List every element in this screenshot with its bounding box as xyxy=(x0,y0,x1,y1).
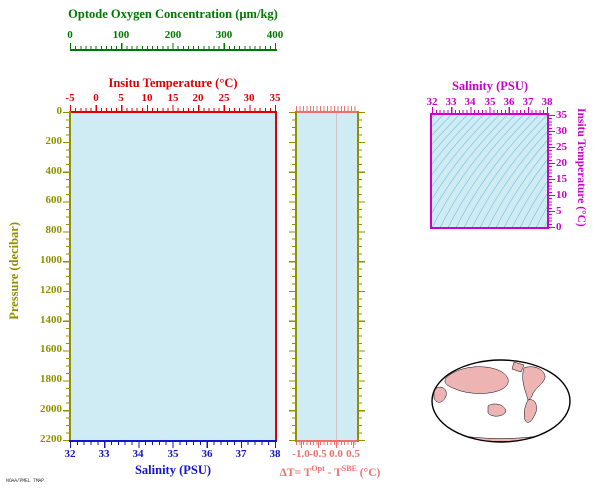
temp-tick-label: 35 xyxy=(269,92,281,104)
ts-right-major-ticks xyxy=(549,115,555,228)
pressure-tick-label: 800 xyxy=(45,224,63,236)
profile-left-border xyxy=(69,111,71,442)
ts-salinity-tick-label: 36 xyxy=(503,96,515,108)
oxygen-axis-line xyxy=(70,49,277,51)
isopycnal-contours xyxy=(432,115,547,227)
ts-salinity-tick-label: 35 xyxy=(484,96,496,108)
ts-temp-tick-label: 10 xyxy=(556,189,567,201)
delta-tick-label: 0.5 xyxy=(346,448,360,460)
temp-minor-ticks xyxy=(70,108,277,111)
pressure-tick-label: 400 xyxy=(45,165,63,177)
ts-temp-tick-label: 20 xyxy=(556,157,567,169)
delta-left-border xyxy=(295,111,297,442)
pressure-tick-label: 1800 xyxy=(40,373,62,385)
pressure-tick-label: 1600 xyxy=(40,343,62,355)
ts-temp-tick-label: 0 xyxy=(556,221,562,233)
ts-top-minor-ticks xyxy=(432,110,548,113)
salinity-tick-label: 36 xyxy=(201,448,213,460)
salinity-tick-label: 32 xyxy=(64,448,76,460)
map-outline xyxy=(431,359,571,443)
ts-right-minor-ticks xyxy=(549,115,552,228)
delta-plot-area xyxy=(296,112,358,440)
delta-tick-label: 0.0 xyxy=(329,448,343,460)
ts-salinity-tick-label: 33 xyxy=(445,96,457,108)
profile-top-border xyxy=(69,111,277,113)
delta-major-tick xyxy=(318,442,320,448)
temp-tick-label: 25 xyxy=(218,92,230,104)
ts-temp-tick-label: 5 xyxy=(556,205,562,217)
pressure-axis-title: Pressure (decibar) xyxy=(7,222,21,320)
salinity-tick-label: 35 xyxy=(167,448,179,460)
world-map-inset xyxy=(431,359,571,443)
salinity-major-ticks xyxy=(70,442,277,448)
ts-temp-tick-label: 25 xyxy=(556,141,567,153)
delta-title-part: - T xyxy=(324,466,342,479)
delta-left-minor-ticks xyxy=(292,112,295,442)
ts-salinity-tick-label: 34 xyxy=(464,96,476,108)
pressure-tick-label: 0 xyxy=(56,105,63,117)
salinity-tick-label: 38 xyxy=(269,448,281,460)
salinity-axis-title: Salinity (PSU) xyxy=(134,463,212,477)
ts-plot-area xyxy=(430,113,549,229)
salinity-tick-label: 34 xyxy=(132,448,144,460)
delta-major-tick xyxy=(353,442,355,448)
delta-top-minor-ticks xyxy=(296,106,358,111)
delta-top-border xyxy=(295,111,359,113)
delta-zero-line xyxy=(336,113,337,440)
delta-major-tick xyxy=(336,442,338,448)
delta-title-sup-sbe: SBE xyxy=(341,464,357,473)
oxygen-tick-label: 400 xyxy=(266,29,284,41)
oxygen-tick-label: 200 xyxy=(164,29,182,41)
ts-salinity-axis-title: Salinity (PSU) xyxy=(451,79,529,93)
temp-axis-title: Insitu Temperature (°C) xyxy=(108,76,238,90)
salinity-minor-ticks xyxy=(70,442,277,445)
delta-title-part: (°C) xyxy=(356,466,381,479)
pressure-tick-label: 200 xyxy=(45,135,63,147)
delta-tick-label: -0.5 xyxy=(309,448,327,460)
delta-bottom-minor-ticks xyxy=(296,442,358,445)
profile-bottom-border xyxy=(69,440,277,442)
oxygen-axis-title: Optode Oxygen Concentration (µm/kg) xyxy=(68,7,278,21)
pressure-tick-label: 1200 xyxy=(40,284,62,296)
delta-right-minor-ticks xyxy=(359,112,362,442)
delta-title-part: ΔT= T xyxy=(279,466,312,479)
delta-bottom-border xyxy=(295,440,359,442)
temp-tick-label: 20 xyxy=(192,92,204,104)
temp-tick-label: -5 xyxy=(65,92,75,104)
delta-title-sup-opt: Opt xyxy=(311,464,325,473)
ts-salinity-tick-label: 32 xyxy=(426,96,438,108)
profile-plot-area xyxy=(70,112,275,440)
temp-tick-label: 30 xyxy=(243,92,255,104)
ts-temp-tick-label: 35 xyxy=(556,109,567,121)
pressure-minor-ticks xyxy=(66,112,69,442)
plot-stamp: NOAA/PMEL TMAP xyxy=(6,478,44,484)
temp-tick-label: 10 xyxy=(141,92,153,104)
temp-tick-label: 15 xyxy=(167,92,179,104)
ts-temp-tick-label: 30 xyxy=(556,125,567,137)
ts-temp-tick-label: 15 xyxy=(556,173,567,185)
pressure-tick-label: 1000 xyxy=(40,254,62,266)
delta-right-border xyxy=(357,111,359,442)
temp-tick-label: 5 xyxy=(118,92,124,104)
delta-tick-label: -1.0 xyxy=(292,448,310,460)
delta-right-major-ticks xyxy=(359,112,365,442)
pressure-tick-label: 1400 xyxy=(40,314,62,326)
salinity-tick-label: 33 xyxy=(98,448,110,460)
salinity-tick-label: 37 xyxy=(235,448,247,460)
temp-tick-label: 0 xyxy=(93,92,99,104)
oxygen-tick-label: 0 xyxy=(67,29,73,41)
profile-right-border xyxy=(275,111,277,442)
oxygen-minor-ticks xyxy=(70,46,277,49)
oxygen-tick-label: 300 xyxy=(215,29,233,41)
delta-major-tick xyxy=(301,442,303,448)
delta-axis-title: ΔT= TOpt - TSBE (°C) xyxy=(280,462,381,480)
ts-salinity-tick-label: 37 xyxy=(522,96,534,108)
oxygen-tick-label: 100 xyxy=(112,29,130,41)
ts-temp-axis-title: Insitu Temperature (°C) xyxy=(575,108,587,227)
pressure-tick-label: 2000 xyxy=(40,403,62,415)
pressure-tick-label: 2200 xyxy=(40,433,62,445)
pressure-tick-label: 600 xyxy=(45,194,63,206)
ts-salinity-tick-label: 38 xyxy=(541,96,553,108)
